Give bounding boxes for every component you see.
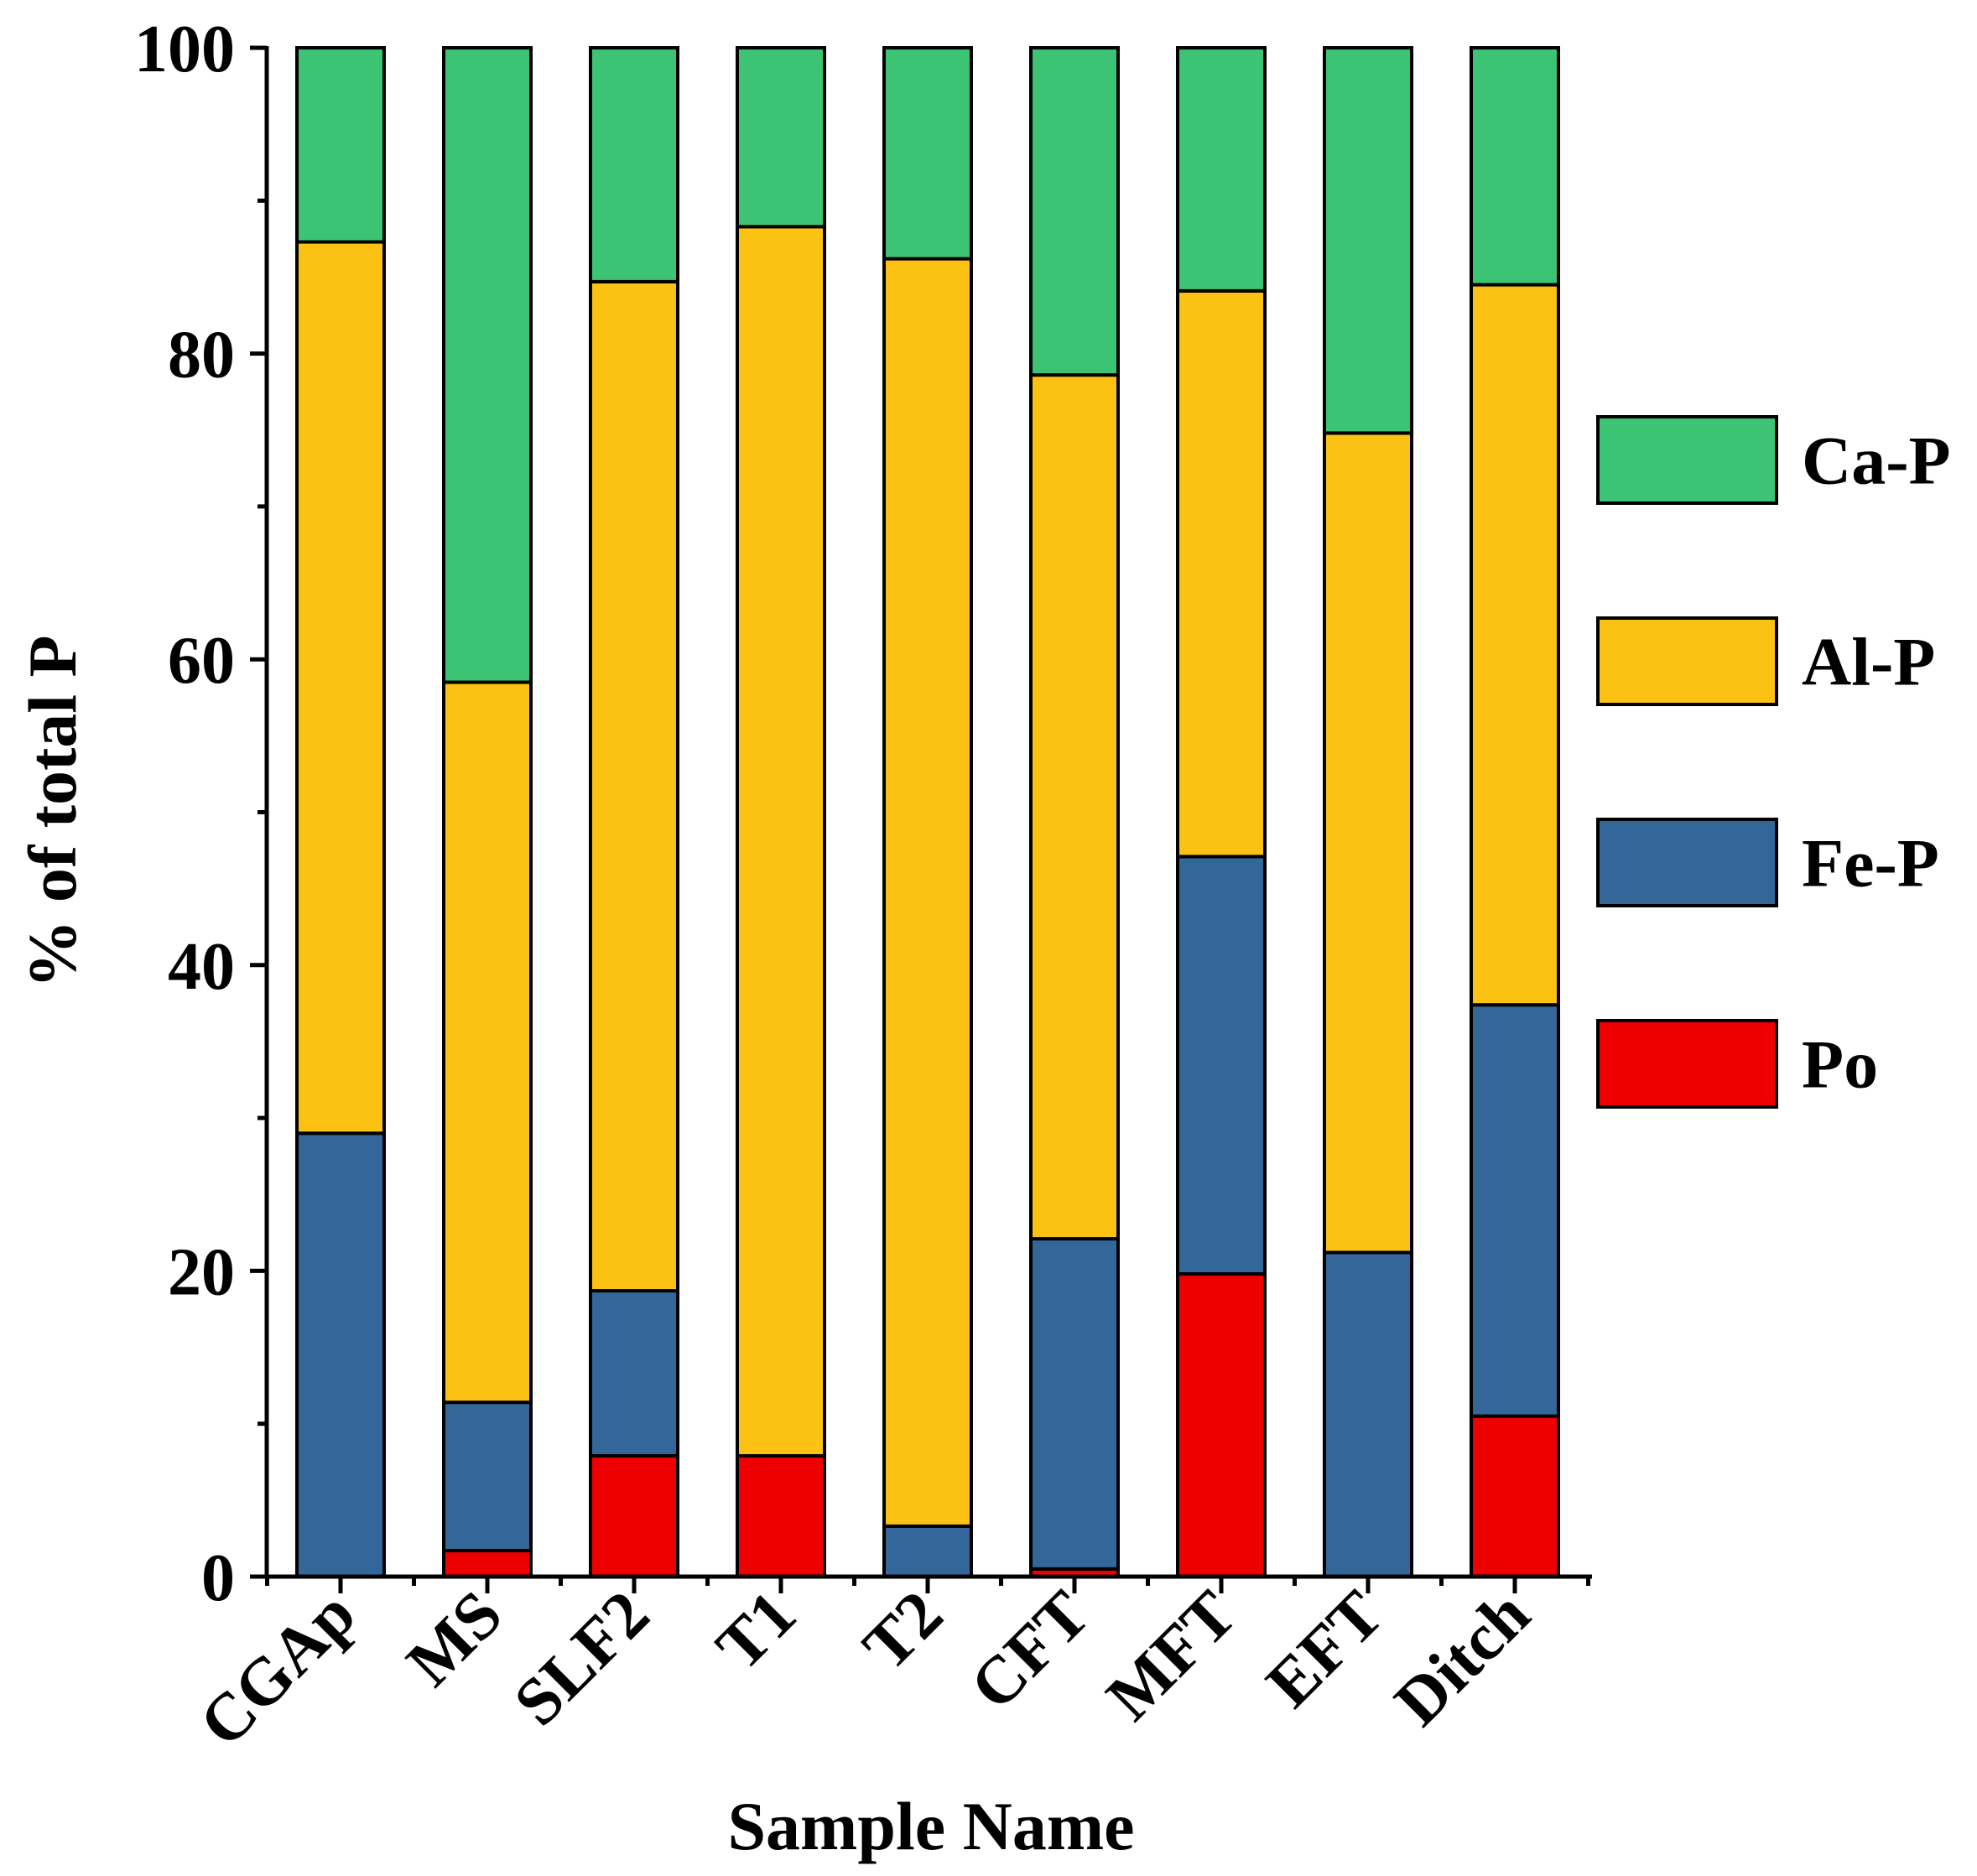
bar-mft-po: [1176, 1272, 1267, 1579]
x-axis-label: Sample Name: [727, 1788, 1134, 1864]
legend-swatch-po: [1596, 1019, 1778, 1109]
legend-swatch-fe-p: [1596, 818, 1778, 907]
bar-t1-ca-p: [736, 46, 826, 229]
y-tick-label: 20: [168, 1235, 235, 1309]
bar-eft-al-p: [1323, 431, 1413, 1255]
legend-swatch-al-p: [1596, 616, 1778, 706]
legend-label-po: Po: [1802, 1026, 1878, 1103]
y-axis-label: % of total P: [14, 635, 91, 988]
bar-mft-ca-p: [1176, 46, 1267, 293]
x-tick-label-cft: CFT: [956, 1577, 1103, 1724]
x-tick-label-ditch: Ditch: [1381, 1577, 1544, 1740]
bar-t2-fe-p: [882, 1524, 973, 1578]
bar-mft-fe-p: [1176, 855, 1267, 1276]
bar-cft-ca-p: [1029, 46, 1120, 377]
bar-cft-fe-p: [1029, 1237, 1120, 1571]
legend-label-ca-p: Ca-P: [1802, 423, 1951, 499]
bar-ms-ca-p: [442, 46, 533, 684]
x-tick-label-ms: MS: [393, 1577, 517, 1701]
bar-t2-ca-p: [882, 46, 973, 261]
bar-ms-po: [442, 1549, 533, 1579]
bar-cgap-al-p: [295, 240, 386, 1135]
legend-label-fe-p: Fe-P: [1802, 825, 1939, 902]
legend: Ca-P Al-P Fe-P Po: [1596, 415, 1951, 1109]
x-tick-label-t1: T1: [702, 1577, 809, 1685]
bar-ditch-ca-p: [1470, 46, 1560, 287]
x-tick-label-mft: MFT: [1093, 1577, 1251, 1735]
y-tick-label: 0: [201, 1541, 235, 1615]
bar-eft-fe-p: [1323, 1250, 1413, 1579]
bar-ms-al-p: [442, 680, 533, 1405]
bar-eft-ca-p: [1323, 46, 1413, 435]
bar-mft-al-p: [1176, 288, 1267, 859]
y-ticks: 0 20 40 60 80 100: [134, 13, 267, 1615]
y-tick-label: 40: [168, 930, 235, 1004]
x-tick-label-t2: T2: [849, 1577, 956, 1685]
x-tick-label-eft: EFT: [1252, 1577, 1397, 1722]
legend-label-al-p: Al-P: [1802, 624, 1935, 700]
bar-t1-al-p: [736, 225, 826, 1458]
bar-cft-al-p: [1029, 373, 1120, 1241]
bar-ditch-fe-p: [1470, 1003, 1560, 1418]
bar-ditch-po: [1470, 1414, 1560, 1578]
y-tick-label: 100: [134, 13, 235, 86]
bar-t1-po: [736, 1453, 826, 1579]
bar-slf2-fe-p: [589, 1289, 679, 1458]
bar-slf2-al-p: [589, 279, 679, 1293]
y-tick-label: 80: [168, 319, 235, 392]
bar-slf2-po: [589, 1453, 679, 1579]
bar-t2-al-p: [882, 257, 973, 1528]
bar-slf2-ca-p: [589, 46, 679, 283]
bar-cgap-ca-p: [295, 46, 386, 244]
bar-cgap-fe-p: [295, 1131, 386, 1578]
legend-swatch-ca-p: [1596, 415, 1778, 505]
bars-layer: [295, 46, 1560, 1579]
y-tick-label: 60: [168, 624, 235, 698]
bar-ms-fe-p: [442, 1401, 533, 1553]
bar-ditch-al-p: [1470, 283, 1560, 1007]
x-tick-label-slf2: SLF2: [500, 1577, 663, 1740]
